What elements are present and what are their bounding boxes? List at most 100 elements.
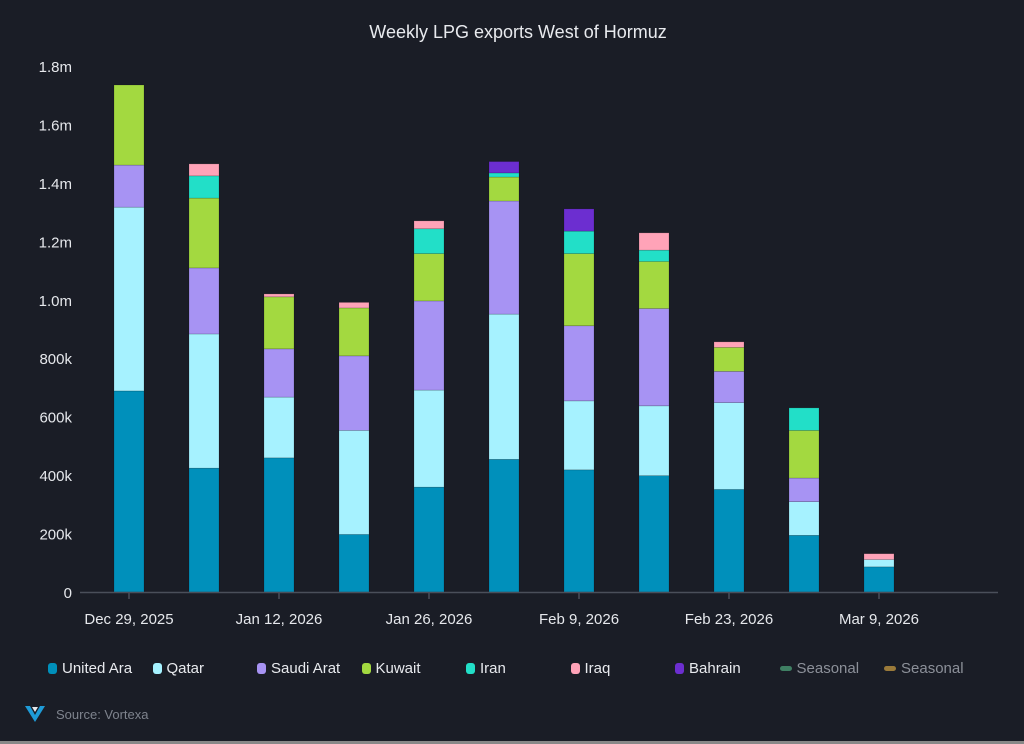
bar-segment xyxy=(488,313,520,460)
legend-swatch-icon xyxy=(779,666,792,671)
bar-segment xyxy=(563,325,595,402)
legend-label: Seasonal xyxy=(796,660,860,677)
bar-segment xyxy=(488,161,520,174)
legend-swatch-icon xyxy=(466,663,475,674)
bar-segment xyxy=(263,457,295,593)
legend-item[interactable]: Bahrain xyxy=(675,660,741,677)
legend-item[interactable]: Seasonal xyxy=(779,660,860,677)
legend-item[interactable]: United Ara xyxy=(48,660,132,677)
legend-swatch-icon xyxy=(675,663,684,674)
x-tick-label: Feb 9, 2026 xyxy=(539,611,619,628)
bar-segment xyxy=(863,559,895,568)
legend-label: Kuwait xyxy=(375,660,421,677)
legend-item[interactable]: Seasonal xyxy=(884,660,964,677)
bar-segment xyxy=(188,267,220,335)
x-tick-label: Mar 9, 2026 xyxy=(839,611,919,628)
y-tick-label: 0 xyxy=(64,585,72,602)
y-tick-label: 1.2m xyxy=(39,234,72,251)
bar-segment xyxy=(638,475,670,593)
bar-segment xyxy=(113,390,145,593)
chart-title: Weekly LPG exports West of Hormuz xyxy=(369,22,667,42)
x-tick-label: Jan 26, 2026 xyxy=(386,611,473,628)
y-tick-label: 800k xyxy=(39,351,72,368)
bar-segment xyxy=(188,175,220,199)
legend-label: Saudi Arat xyxy=(271,660,341,677)
legend-item[interactable]: Iran xyxy=(466,660,506,677)
legend-swatch-icon xyxy=(152,663,162,674)
legend-swatch-icon xyxy=(48,663,57,674)
bar-segment xyxy=(338,430,370,535)
bar-segment xyxy=(338,355,370,431)
bar-segment xyxy=(488,172,520,178)
bar-segment xyxy=(713,347,745,372)
bar-segment xyxy=(413,486,445,593)
bar-segment xyxy=(563,469,595,593)
legend-label: Iran xyxy=(480,660,506,677)
bar-segment xyxy=(863,566,895,593)
bar-segment xyxy=(638,308,670,407)
source-attribution: Source: Vortexa xyxy=(24,705,149,723)
legend-label: United Ara xyxy=(62,660,133,677)
source-text: Source: Vortexa xyxy=(56,706,149,722)
bar-segment xyxy=(563,400,595,471)
bar-segment xyxy=(413,228,445,254)
bar-segment xyxy=(188,197,220,269)
bar-segment xyxy=(638,249,670,262)
bar-segment xyxy=(338,302,370,309)
bar-segment xyxy=(413,389,445,488)
x-tick-label: Jan 12, 2026 xyxy=(236,611,323,628)
bar-segment xyxy=(713,371,745,403)
legend-item[interactable]: Iraq xyxy=(570,660,610,677)
bar-segment xyxy=(188,163,220,177)
y-tick-label: 1.8m xyxy=(39,59,72,76)
bar-segment xyxy=(563,253,595,327)
vortexa-logo-icon xyxy=(25,706,45,722)
bar-segment xyxy=(713,489,745,593)
legend-label: Qatar xyxy=(166,660,205,677)
bar-segment xyxy=(488,459,520,593)
bar-segment xyxy=(488,200,520,315)
bar-segment xyxy=(413,253,445,302)
bar-segment xyxy=(263,296,295,350)
bar-segment xyxy=(338,307,370,357)
bar-segment xyxy=(638,232,670,251)
bar-segment xyxy=(263,396,295,459)
bar-segment xyxy=(713,402,745,490)
bar-segment xyxy=(863,553,895,560)
bar-segment xyxy=(713,341,745,348)
y-tick-label: 1.4m xyxy=(39,176,72,193)
legend-item[interactable]: Qatar xyxy=(152,660,205,677)
bar-segment xyxy=(788,501,820,536)
bar-segment xyxy=(638,261,670,309)
bar-segment xyxy=(563,208,595,232)
y-tick-label: 400k xyxy=(39,468,72,485)
bar-segment xyxy=(188,467,220,593)
legend-swatch-icon xyxy=(361,663,371,674)
legend-item[interactable]: Saudi Arat xyxy=(257,660,340,677)
bar-segment xyxy=(338,534,370,593)
bar-segment xyxy=(413,220,445,230)
legend-item[interactable]: Kuwait xyxy=(361,660,421,677)
bar-segment xyxy=(788,477,820,503)
bar-segment xyxy=(563,230,595,254)
stacked-bar-chart: 0 200k 400k 600k 800k 1.0m 1.2m 1.4m 1.6m 1.8m Dec… xyxy=(39,59,998,628)
y-tick-label: 1.6m xyxy=(39,117,72,134)
bar-segment xyxy=(263,293,295,298)
bar-segment xyxy=(788,430,820,479)
bar-segment xyxy=(788,407,820,431)
bar-segment xyxy=(113,206,145,392)
legend-swatch-icon xyxy=(570,663,580,674)
y-tick-label: 600k xyxy=(39,410,72,427)
bottom-border xyxy=(0,741,1024,744)
legend-label: Seasonal xyxy=(901,660,964,677)
bar-segment xyxy=(113,164,145,208)
bar-segment xyxy=(488,176,520,202)
bar-segment xyxy=(413,300,445,391)
y-tick-label: 200k xyxy=(39,527,72,544)
x-tick-label: Dec 29, 2025 xyxy=(84,611,173,628)
y-tick-label: 1.0m xyxy=(39,293,72,310)
x-tick-label: Feb 23, 2026 xyxy=(685,611,773,628)
legend-swatch-icon xyxy=(884,666,896,671)
legend-label: Bahrain xyxy=(689,660,741,677)
bar-segment xyxy=(188,333,220,469)
